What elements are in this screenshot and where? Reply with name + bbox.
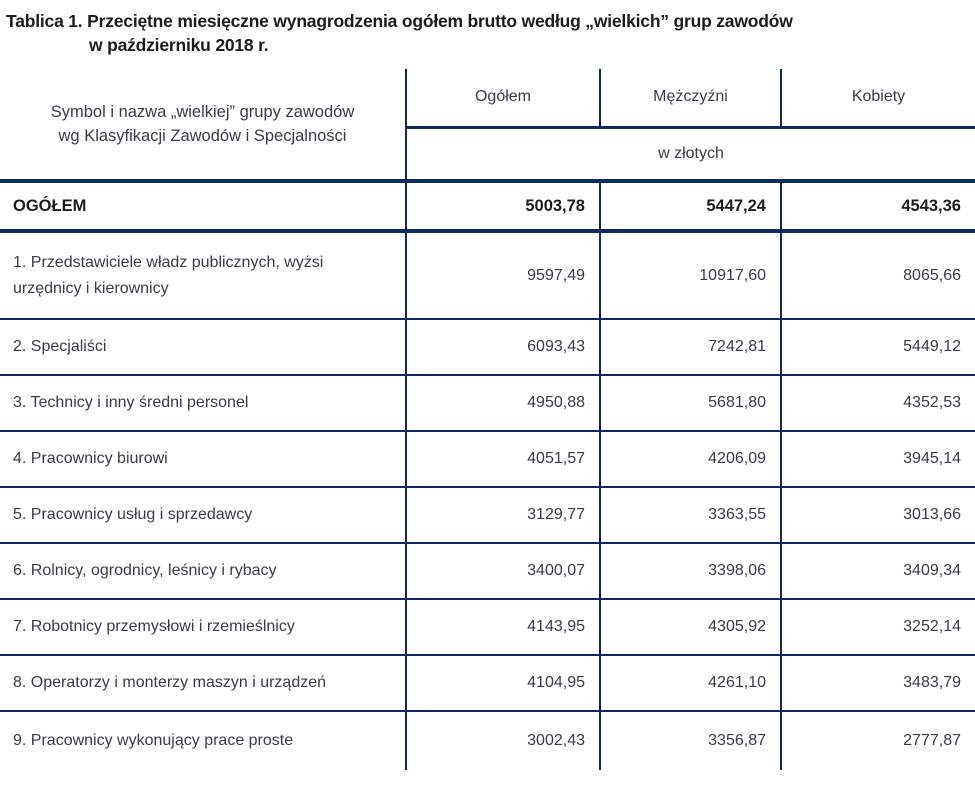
table-title: Tablica 1. Przeciętne miesięczne wynagro… [0, 0, 975, 57]
value-ogolem: 4051,57 [405, 430, 600, 487]
value-ogolem: 4143,95 [405, 598, 600, 655]
value-mezczyzni: 4305,92 [599, 598, 781, 655]
value-kobiety: 3945,14 [780, 430, 975, 487]
value-kobiety: 5449,12 [780, 318, 975, 375]
wages-table: Symbol i nazwa „wielkiej” grupy zawodów … [0, 69, 975, 770]
value-total-mezczyzni: 5447,24 [599, 179, 781, 233]
value-mezczyzni: 3363,55 [599, 486, 781, 543]
value-mezczyzni: 10917,60 [599, 231, 781, 319]
table-row-total: OGÓŁEM 5003,78 5447,24 4543,36 [0, 179, 975, 233]
column-header-group-name-line2: wg Klasyfikacji Zawodów i Specjalności [58, 127, 347, 145]
column-header-group-name: Symbol i nazwa „wielkiej” grupy zawodów … [0, 69, 406, 181]
value-ogolem: 4950,88 [405, 374, 600, 431]
value-kobiety: 3483,79 [780, 654, 975, 711]
table-row-group-1: 1. Przedstawiciele władz publicznych, wy… [0, 231, 975, 319]
value-mezczyzni: 4261,10 [599, 654, 781, 711]
value-ogolem: 3129,77 [405, 486, 600, 543]
value-kobiety: 2777,87 [780, 710, 975, 770]
value-mezczyzni: 3356,87 [599, 710, 781, 770]
value-kobiety: 3013,66 [780, 486, 975, 543]
value-mezczyzni: 5681,80 [599, 374, 781, 431]
value-kobiety: 8065,66 [780, 231, 975, 319]
value-ogolem: 3400,07 [405, 542, 600, 599]
table-row-group-2: 2. Specjaliści 6093,43 7242,81 5449,12 [0, 318, 975, 375]
table-title-line2: w październiku 2018 r. [89, 35, 269, 55]
value-kobiety: 3252,14 [780, 598, 975, 655]
value-mezczyzni: 7242,81 [599, 318, 781, 375]
row-label-total: OGÓŁEM [0, 179, 406, 233]
unit-header: w złotych [405, 127, 975, 181]
column-header-kobiety: Kobiety [780, 69, 975, 129]
table-row-group-4: 4. Pracownicy biurowi 4051,57 4206,09 39… [0, 430, 975, 487]
value-mezczyzni: 3398,06 [599, 542, 781, 599]
table-row-group-3: 3. Technicy i inny średni personel 4950,… [0, 374, 975, 431]
row-label: 5. Pracownicy usług i sprzedawcy [0, 486, 406, 543]
table-title-line1: Tablica 1. Przeciętne miesięczne wynagro… [6, 11, 793, 31]
value-kobiety: 4352,53 [780, 374, 975, 431]
header-row-columns: Symbol i nazwa „wielkiej” grupy zawodów … [0, 69, 975, 145]
value-ogolem: 4104,95 [405, 654, 600, 711]
table-row-group-5: 5. Pracownicy usług i sprzedawcy 3129,77… [0, 486, 975, 543]
value-total-kobiety: 4543,36 [780, 179, 975, 233]
table-row-group-7: 7. Robotnicy przemysłowi i rzemieślnicy … [0, 598, 975, 655]
header-row-unit: w złotych [0, 127, 975, 181]
row-label: 7. Robotnicy przemysłowi i rzemieślnicy [0, 598, 406, 655]
row-label: 6. Rolnicy, ogrodnicy, leśnicy i rybacy [0, 542, 406, 599]
row-label: 9. Pracownicy wykonujący prace proste [0, 710, 406, 770]
value-ogolem: 3002,43 [405, 710, 600, 770]
row-label: 1. Przedstawiciele władz publicznych, wy… [13, 253, 324, 297]
table-row-group-8: 8. Operatorzy i monterzy maszyn i urządz… [0, 654, 975, 711]
column-header-mezczyzni: Mężczyźni [599, 69, 781, 129]
value-mezczyzni: 4206,09 [599, 430, 781, 487]
value-ogolem: 9597,49 [405, 231, 600, 319]
table-row-group-6: 6. Rolnicy, ogrodnicy, leśnicy i rybacy … [0, 542, 975, 599]
value-total-ogolem: 5003,78 [405, 179, 600, 233]
value-ogolem: 6093,43 [405, 318, 600, 375]
row-label: 4. Pracownicy biurowi [0, 430, 406, 487]
row-label: 8. Operatorzy i monterzy maszyn i urządz… [0, 654, 406, 711]
row-label: 2. Specjaliści [0, 318, 406, 375]
row-label: 3. Technicy i inny średni personel [0, 374, 406, 431]
column-header-ogolem: Ogółem [405, 69, 600, 129]
value-kobiety: 3409,34 [780, 542, 975, 599]
column-header-group-name-line1: Symbol i nazwa „wielkiej” grupy zawodów [50, 103, 355, 121]
table-row-group-9: 9. Pracownicy wykonujący prace proste 30… [0, 710, 975, 770]
